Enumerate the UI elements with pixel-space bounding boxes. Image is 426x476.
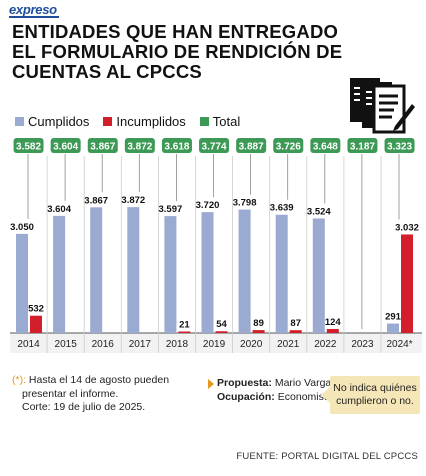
x-tick-label: 2016 [92,339,115,350]
x-tick-label: 2014 [17,339,40,350]
bar-chart: 3.582 3.050 532 2014 3.604 3.604 2015 3.867 3.86… [10,138,422,353]
total-badge [310,138,341,153]
brand-underline [9,16,59,18]
total-label: 3.618 [164,142,189,153]
x-tick-label: 2019 [203,339,226,350]
footnote-line-2: presentar el informe. [22,387,119,400]
note-line-2: cumplieron o no. [336,395,414,407]
legend-swatch-total [199,117,209,126]
x-tick-label: 2021 [277,339,300,350]
brand-logo: expreso [9,2,57,17]
legend-cumplidos: Cumplidos [15,114,89,129]
bar-incumplidos [252,330,265,333]
bar-cumplidos [387,323,399,333]
label-cumplidos: 3.639 [270,203,294,214]
x-tick-label: 2024* [386,339,412,350]
bar-incumplidos [289,330,302,333]
total-badge [50,138,81,153]
bar-incumplidos [30,315,42,333]
total-label: 3.187 [350,142,375,153]
legend-swatch-cumplidos [15,117,24,126]
x-tick-label: 2023 [351,339,374,350]
label-cumplidos: 291 [385,312,402,323]
label-incumplidos: 532 [28,304,44,315]
legend-total: Total [199,114,241,129]
total-badge [384,138,415,153]
legend-incumplidos: Incumplidos [103,114,186,129]
label-cumplidos: 3.720 [196,200,220,211]
note-box: No indica quiénes cumplieron o no. [330,376,420,414]
x-tick-label: 2022 [314,339,337,350]
bar-cumplidos [16,233,28,333]
x-tick-label: 2020 [240,339,263,350]
bar-cumplidos [275,214,288,333]
label-cumplidos: 3.604 [47,204,71,215]
occupation-value: Economista [277,390,333,403]
bar-cumplidos [164,216,177,333]
total-label: 3.887 [239,142,264,153]
chart-legend: Cumplidos Incumplidos Total [15,114,240,129]
total-label: 3.648 [313,142,338,153]
x-axis-band [10,333,422,353]
footnote-line-3: Corte: 19 de julio de 2025. [22,401,146,413]
label-cumplidos: 3.867 [84,195,108,206]
bar-incumplidos [326,328,339,333]
bar-cumplidos [201,212,214,333]
legend-label-cumplidos: Cumplidos [28,114,90,129]
bar-cumplidos [53,215,66,333]
label-incumplidos: 124 [325,317,342,328]
label-incumplidos: 3.032 [395,222,419,233]
label-cumplidos: 3.597 [159,204,183,215]
label-incumplidos: 87 [290,318,301,329]
total-badge [13,138,44,153]
label-cumplidos: 3.050 [10,222,34,233]
total-label: 3.867 [90,142,115,153]
total-badge [124,138,155,153]
bar-incumplidos [401,234,413,333]
total-badge [273,138,304,153]
total-label: 3.604 [53,142,78,153]
legend-swatch-incumplidos [103,117,113,126]
note-line-1: No indica quiénes [333,382,417,394]
proposal-info: Propuesta: Mario Vargas Ocupación: Econo… [208,377,337,404]
x-tick-label: 2015 [55,339,78,350]
x-tick-label: 2017 [129,339,152,350]
label-incumplidos: 21 [179,320,190,331]
bar-cumplidos [127,207,140,333]
total-badge [236,138,267,153]
label-cumplidos: 3.872 [121,195,145,206]
total-badge [87,138,118,153]
label-incumplidos: 89 [253,318,264,329]
footnote-marker: (*): [12,374,26,386]
total-badge [199,138,230,153]
source-credit: FUENTE: PORTAL DIGITAL DEL CPCCS [236,451,418,462]
documents-icon [350,78,415,134]
total-label: 3.872 [127,142,152,153]
legend-label-total: Total [212,114,241,129]
proposal-label: Propuesta: [217,377,272,389]
label-cumplidos: 3.798 [233,198,257,209]
footnote: (*): Hasta el 14 de agosto pueden presen… [12,374,197,415]
bar-cumplidos [312,218,325,333]
bar-incumplidos [178,331,191,333]
legend-label-incumplidos: Incumplidos [116,114,186,129]
total-badge [161,138,192,153]
bar-incumplidos [215,331,228,333]
bar-cumplidos [90,207,103,333]
label-incumplidos: 54 [216,319,227,330]
total-label: 3.582 [16,142,41,153]
footnote-line-1: Hasta el 14 de agosto pueden [28,374,170,386]
triangle-bullet-icon [208,378,214,389]
proposal-value: Mario Vargas [274,377,337,389]
total-label: 3.726 [276,142,301,153]
total-label: 3.323 [387,142,412,153]
total-label: 3.774 [202,142,227,153]
note-pointer [321,387,330,403]
total-badge [347,138,378,153]
label-cumplidos: 3.524 [307,206,331,217]
x-tick-label: 2018 [166,339,189,350]
page-title: ENTIDADES QUE HAN ENTREGADO EL FORMULARI… [12,21,343,82]
occupation-label: Ocupación: [217,390,275,403]
bar-cumplidos [238,209,251,333]
